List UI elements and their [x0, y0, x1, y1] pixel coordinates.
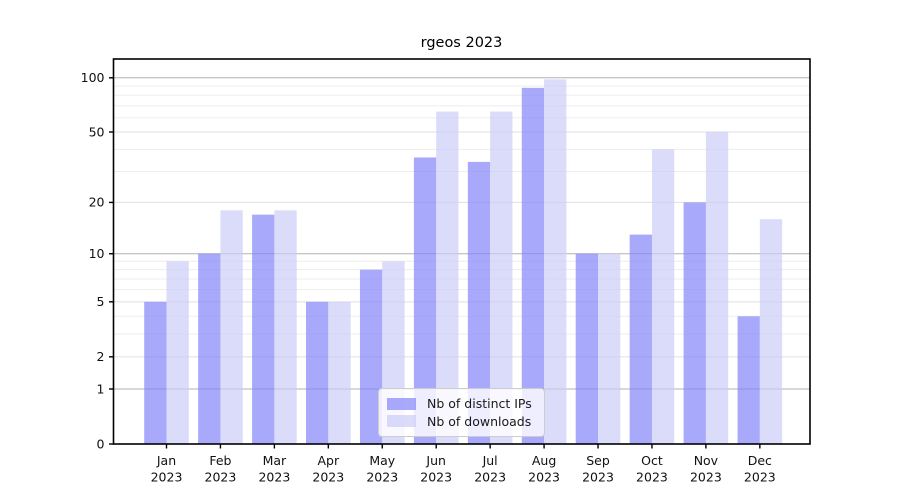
bar-downloads — [705, 132, 729, 444]
bar-downloads — [651, 149, 675, 444]
y-tick-label: 1 — [97, 381, 105, 396]
bar-distinct-ips — [521, 87, 545, 445]
y-tick-label: 50 — [89, 124, 105, 139]
legend-item-downloads: Nb of downloads — [387, 413, 536, 429]
bar-downloads — [544, 79, 567, 445]
bar-distinct-ips — [683, 202, 706, 444]
bar-downloads — [328, 301, 351, 444]
bar-downloads — [598, 253, 621, 444]
bar-downloads — [490, 111, 513, 445]
bar-downloads — [166, 261, 189, 444]
plot-border — [112, 58, 811, 445]
bar-downloads — [436, 111, 459, 445]
bar-distinct-ips — [575, 253, 599, 444]
x-tick-label: Jun 2023 — [420, 453, 452, 485]
legend: Nb of distinct IPs Nb of downloads — [378, 388, 545, 437]
bar-downloads — [220, 210, 243, 444]
y-tick-label: 2 — [97, 349, 105, 364]
bar-distinct-ips — [252, 214, 275, 444]
y-tick-label: 10 — [89, 246, 105, 261]
bar-distinct-ips — [629, 234, 652, 444]
x-tick-label: Jul 2023 — [474, 453, 506, 485]
y-tick-label: 20 — [89, 195, 105, 210]
x-tick-label: Sep 2023 — [582, 453, 614, 485]
x-tick-label: Oct 2023 — [636, 453, 668, 485]
bar-distinct-ips — [413, 157, 437, 444]
legend-item-distinct-ips: Nb of distinct IPs — [387, 395, 536, 411]
legend-swatch-distinct-ips — [387, 397, 416, 410]
bar-distinct-ips — [306, 301, 329, 444]
legend-label-distinct-ips: Nb of distinct IPs — [427, 395, 532, 411]
chart-title: rgeos 2023 — [420, 35, 503, 51]
y-tick-label: 0 — [97, 436, 105, 451]
x-tick-label: Jan 2023 — [151, 453, 183, 485]
bar-distinct-ips — [737, 316, 760, 444]
bar-downloads — [274, 210, 297, 444]
x-tick-label: Mar 2023 — [258, 453, 290, 485]
bar-distinct-ips — [144, 301, 167, 444]
y-tick-label: 5 — [97, 294, 105, 309]
x-tick-label: Nov 2023 — [690, 453, 722, 485]
bar-distinct-ips — [198, 253, 221, 444]
x-tick-label: Dec 2023 — [744, 453, 776, 485]
bar-distinct-ips — [359, 269, 383, 444]
x-tick-label: Aug 2023 — [528, 453, 560, 485]
x-tick-label: Apr 2023 — [312, 453, 344, 485]
legend-swatch-downloads — [387, 415, 416, 428]
legend-label-downloads: Nb of downloads — [427, 413, 532, 429]
y-tick-label: 100 — [81, 70, 105, 85]
bar-distinct-ips — [467, 161, 491, 444]
bar-downloads — [759, 219, 783, 444]
x-tick-label: Feb 2023 — [205, 453, 237, 485]
x-tick-label: May 2023 — [366, 453, 398, 485]
